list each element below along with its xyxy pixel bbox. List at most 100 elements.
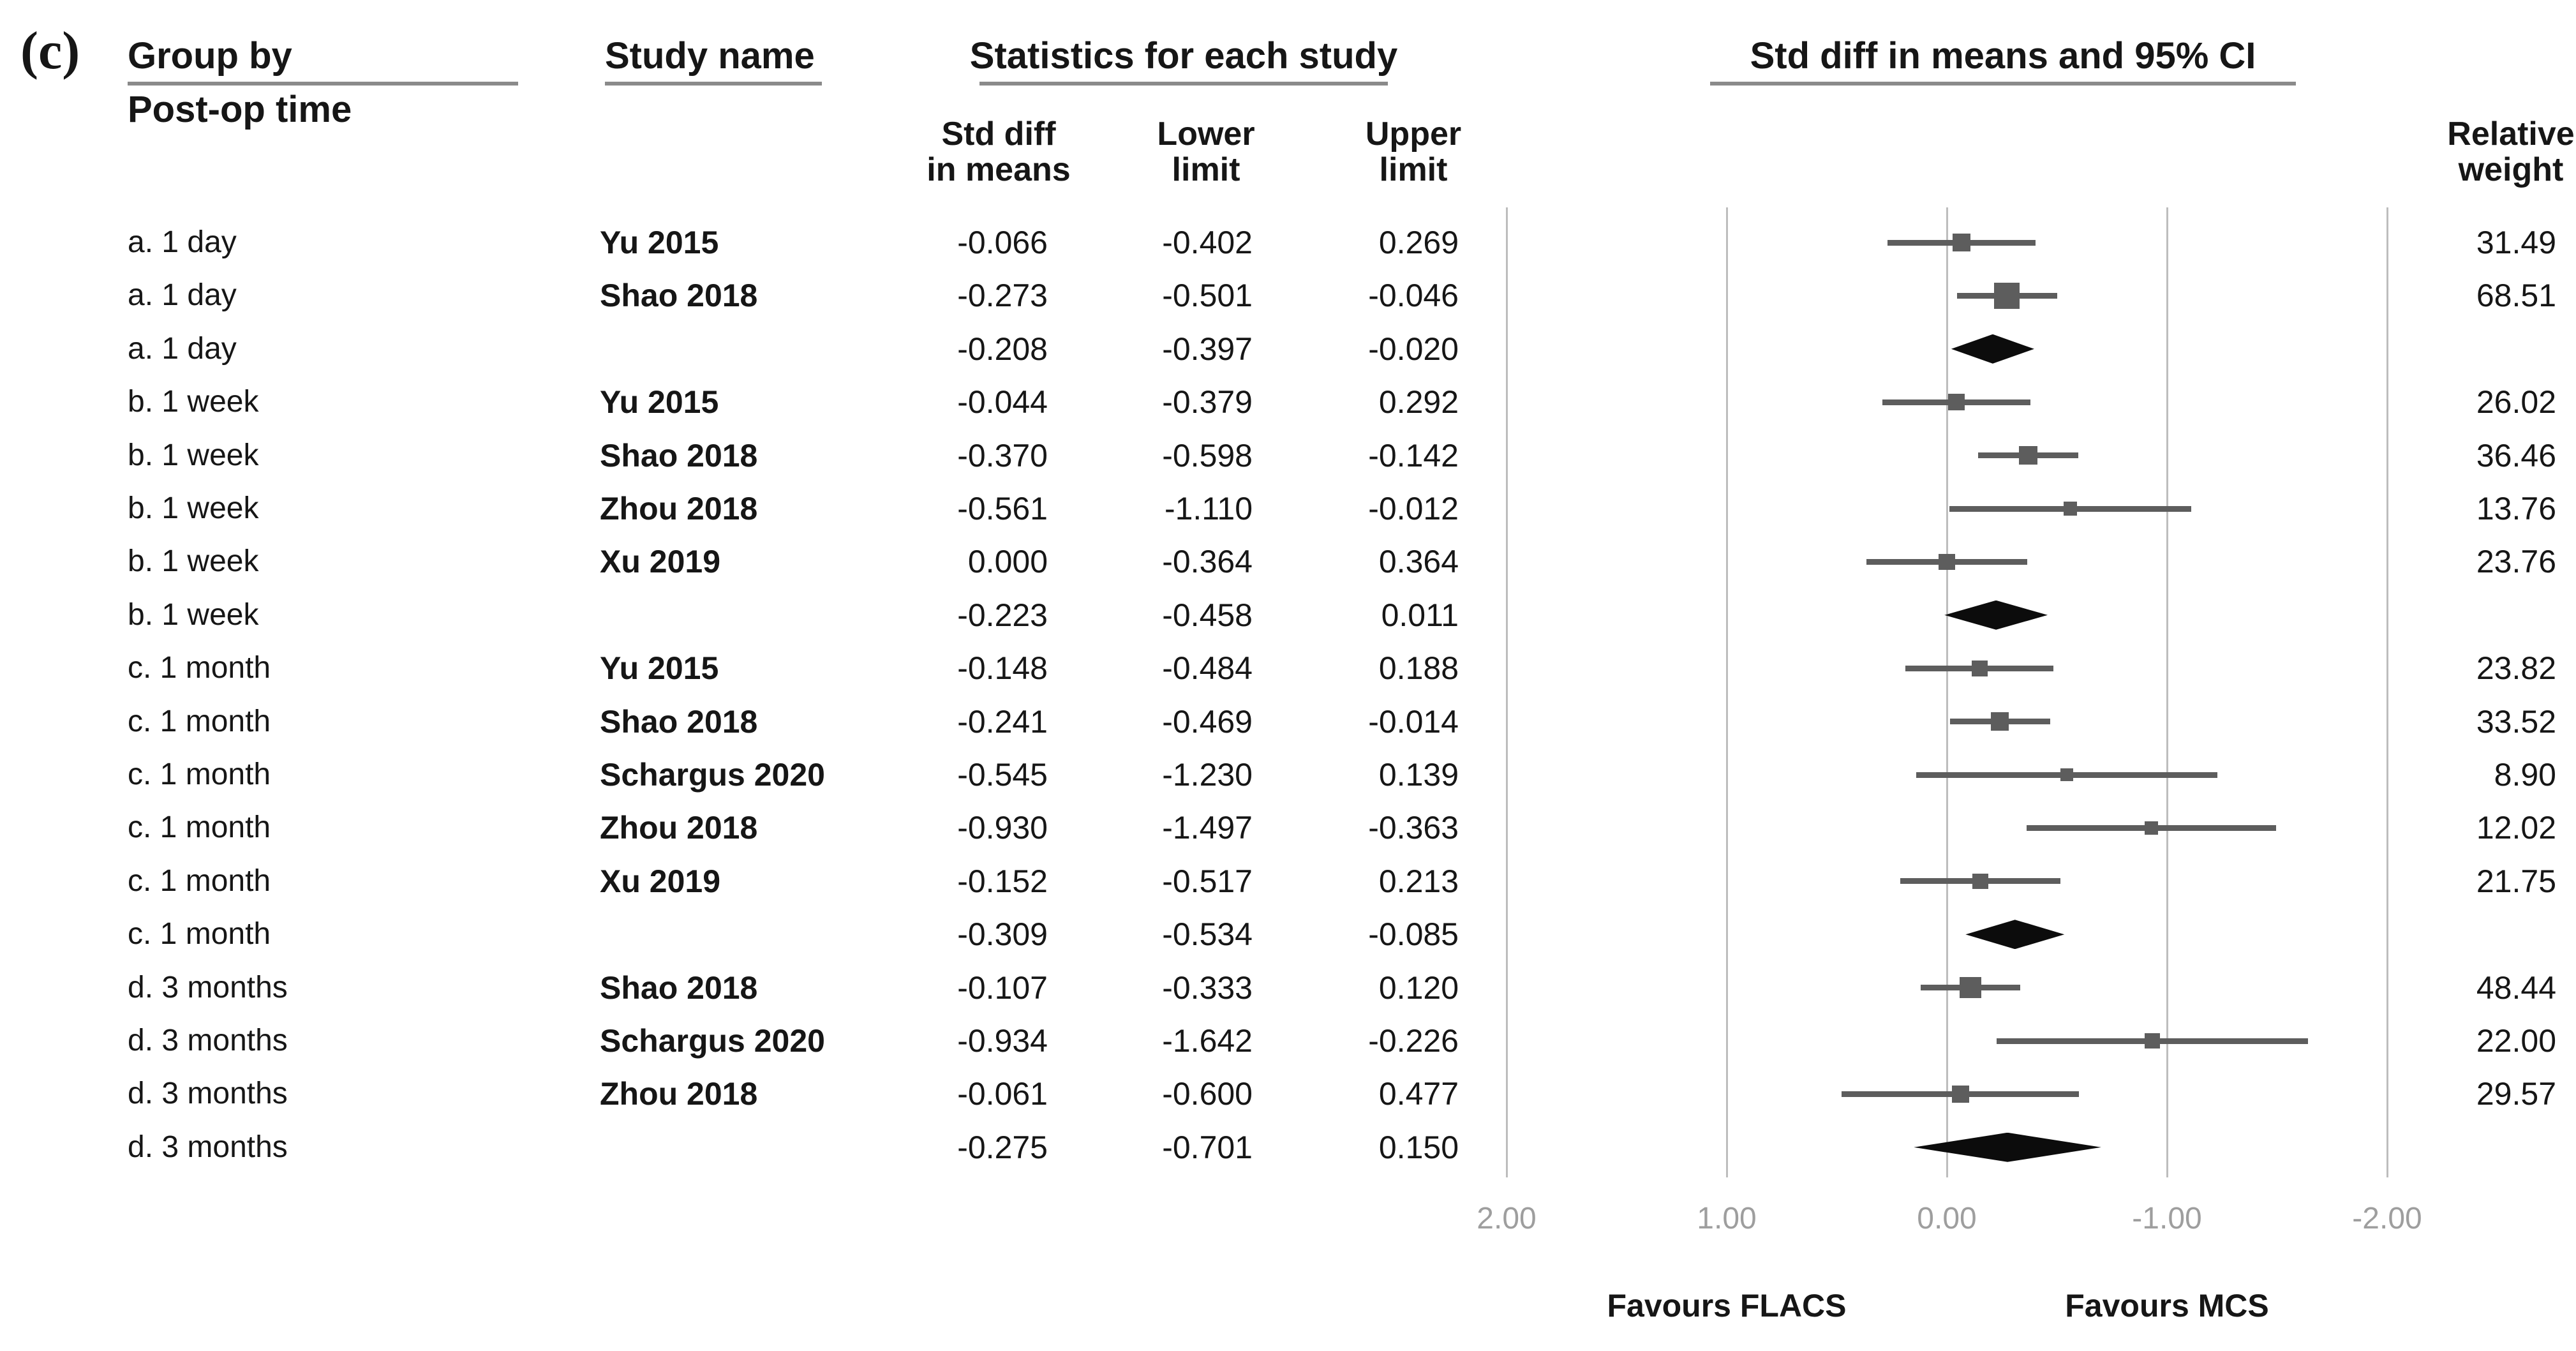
- row-lower-value: -0.379: [1162, 384, 1253, 421]
- row-relative-weight-value: 68.51: [2476, 278, 2556, 314]
- column-header-ci-title: Std diff in means and 95% CI: [1750, 35, 2256, 77]
- row-group-label: b. 1 week: [128, 438, 259, 472]
- row-upper-value: 0.292: [1378, 384, 1459, 421]
- row-group-label: b. 1 week: [128, 597, 259, 632]
- row-group-label: a. 1 day: [128, 278, 237, 313]
- row-group-label: c. 1 month: [128, 863, 271, 898]
- row-std-diff-value: -0.107: [957, 969, 1048, 1006]
- column-header-post-op-time: Post-op time: [128, 89, 352, 130]
- row-std-diff-value: 0.000: [967, 544, 1048, 580]
- row-lower-value: -0.701: [1162, 1129, 1253, 1165]
- row-study-name: Shao 2018: [600, 703, 758, 740]
- favours-left-label: Favours FLACS: [1607, 1288, 1847, 1324]
- row-relative-weight-value: 33.52: [2476, 703, 2556, 740]
- row-study-name: Yu 2015: [600, 384, 719, 421]
- row-upper-value: -0.012: [1368, 491, 1459, 526]
- row-group-label: c. 1 month: [128, 810, 271, 845]
- row-std-diff-value: -0.273: [957, 278, 1048, 314]
- point-estimate-square-marker: [2144, 1033, 2161, 1049]
- row-group-label: a. 1 day: [128, 331, 237, 366]
- row-lower-value: -0.600: [1162, 1076, 1253, 1112]
- row-relative-weight-value: 13.76: [2476, 491, 2556, 526]
- row-std-diff-value: -0.545: [957, 757, 1048, 793]
- point-estimate-square-marker: [1994, 283, 2020, 309]
- row-study-name: Schargus 2020: [600, 1023, 825, 1059]
- row-group-label: d. 3 months: [128, 970, 288, 1004]
- point-estimate-square-marker: [2145, 821, 2159, 835]
- row-study-name: Zhou 2018: [600, 491, 758, 526]
- row-std-diff-value: -0.275: [957, 1129, 1048, 1165]
- favours-right-label: Favours MCS: [2065, 1288, 2269, 1324]
- row-lower-value: -0.501: [1162, 278, 1253, 314]
- row-relative-weight-value: 36.46: [2476, 437, 2556, 474]
- axis-gridline: [2386, 207, 2388, 1177]
- statistics-underline: [979, 82, 1388, 86]
- row-std-diff-value: -0.148: [957, 650, 1048, 687]
- summary-diamond-marker: [1914, 1132, 2101, 1162]
- row-relative-weight-value: 23.82: [2476, 650, 2556, 687]
- ci-title-underline: [1710, 82, 2296, 86]
- row-relative-weight-value: 12.02: [2476, 810, 2556, 846]
- row-lower-value: -0.517: [1162, 863, 1253, 899]
- row-group-label: c. 1 month: [128, 758, 271, 791]
- row-relative-weight-value: 26.02: [2476, 384, 2556, 421]
- row-lower-value: -0.397: [1162, 331, 1253, 367]
- row-upper-value: -0.226: [1368, 1023, 1459, 1059]
- point-estimate-square-marker: [1939, 553, 1955, 570]
- row-relative-weight-value: 48.44: [2476, 969, 2556, 1006]
- row-std-diff-value: -0.561: [957, 491, 1048, 526]
- axis-gridline: [1505, 207, 1508, 1177]
- row-relative-weight-value: 23.76: [2476, 544, 2556, 580]
- row-group-label: d. 3 months: [128, 1130, 288, 1164]
- row-std-diff-value: -0.241: [957, 703, 1048, 740]
- row-group-label: b. 1 week: [128, 491, 259, 525]
- subheader-std-diff-line1: Std diff: [941, 116, 1056, 153]
- column-header-group-by: Group by: [128, 35, 292, 77]
- point-estimate-square-marker: [2060, 768, 2074, 781]
- row-lower-value: -0.484: [1162, 650, 1253, 687]
- axis-tick-label: 1.00: [1697, 1202, 1757, 1235]
- row-group-label: c. 1 month: [128, 917, 271, 952]
- row-std-diff-value: -0.930: [957, 810, 1048, 846]
- point-estimate-square-marker: [1960, 976, 1981, 999]
- row-std-diff-value: -0.223: [957, 597, 1048, 633]
- row-lower-value: -0.534: [1162, 916, 1253, 953]
- subheader-lower-line1: Lower: [1157, 116, 1255, 153]
- row-study-name: Shao 2018: [600, 969, 758, 1006]
- column-header-statistics: Statistics for each study: [969, 35, 1398, 77]
- point-estimate-square-marker: [2063, 502, 2078, 516]
- point-estimate-square-marker: [1951, 1085, 1969, 1103]
- row-relative-weight-value: 8.90: [2494, 757, 2556, 793]
- row-upper-value: -0.020: [1368, 331, 1459, 367]
- row-upper-value: 0.150: [1378, 1129, 1459, 1165]
- subheader-std-diff-line2: in means: [927, 151, 1071, 188]
- axis-tick-label: 2.00: [1477, 1202, 1537, 1235]
- row-study-name: Shao 2018: [600, 278, 758, 314]
- row-upper-value: -0.363: [1368, 810, 1459, 846]
- point-estimate-square-marker: [1972, 873, 1988, 889]
- row-lower-value: -0.402: [1162, 225, 1253, 260]
- row-group-label: d. 3 months: [128, 1024, 288, 1057]
- summary-diamond-marker: [1965, 920, 2065, 950]
- point-estimate-square-marker: [1952, 234, 1970, 251]
- point-estimate-square-marker: [1948, 394, 1965, 411]
- row-upper-value: -0.046: [1368, 278, 1459, 314]
- row-study-name: Zhou 2018: [600, 810, 758, 846]
- row-group-label: c. 1 month: [128, 651, 271, 685]
- axis-tick-label: -2.00: [2352, 1202, 2422, 1235]
- row-upper-value: -0.014: [1368, 703, 1459, 740]
- row-lower-value: -1.110: [1164, 491, 1253, 526]
- summary-diamond-marker: [1951, 334, 2034, 364]
- row-lower-value: -1.230: [1162, 757, 1253, 793]
- row-std-diff-value: -0.066: [957, 225, 1048, 260]
- row-lower-value: -0.469: [1162, 703, 1253, 740]
- row-upper-value: 0.364: [1378, 544, 1459, 580]
- row-upper-value: 0.188: [1378, 650, 1459, 687]
- row-upper-value: 0.213: [1378, 863, 1459, 899]
- row-relative-weight-value: 31.49: [2476, 225, 2556, 260]
- row-group-label: d. 3 months: [128, 1077, 288, 1111]
- row-group-label: b. 1 week: [128, 385, 259, 419]
- row-study-name: Shao 2018: [600, 437, 758, 474]
- row-lower-value: -0.598: [1162, 437, 1253, 474]
- axis-tick-label: 0.00: [1917, 1202, 1977, 1235]
